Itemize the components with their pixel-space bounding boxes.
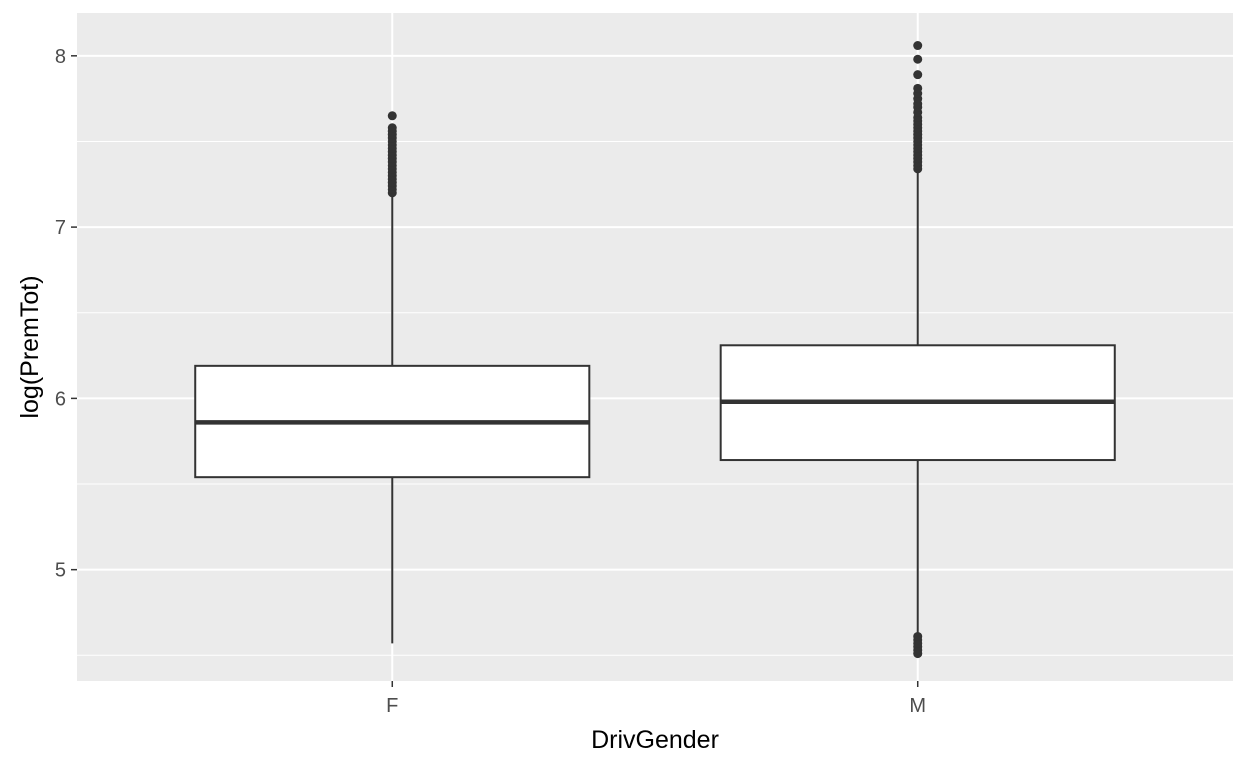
outlier-point: [913, 41, 923, 51]
y-axis-title: log(PremTot): [16, 275, 44, 418]
minor-gridlines: [77, 140, 1233, 656]
y-tick-label: 5: [55, 560, 66, 582]
y-axis: 5 6 7 8: [55, 46, 77, 582]
x-tick-label: F: [386, 695, 398, 717]
box-F: [194, 111, 591, 644]
x-axis-title: DrivGender: [591, 726, 719, 754]
boxes-layer: [194, 41, 1116, 659]
y-tick-label: 8: [55, 46, 66, 68]
outlier-point: [387, 111, 397, 121]
y-tick-label: 6: [55, 388, 66, 410]
box-M: [719, 41, 1116, 659]
outlier-point: [913, 54, 923, 64]
outlier-point: [913, 631, 923, 641]
x-tick-label: M: [909, 695, 926, 717]
y-tick-label: 7: [55, 217, 66, 239]
outlier-point: [913, 83, 923, 93]
outlier-point: [913, 70, 923, 80]
outlier-point: [387, 123, 397, 133]
